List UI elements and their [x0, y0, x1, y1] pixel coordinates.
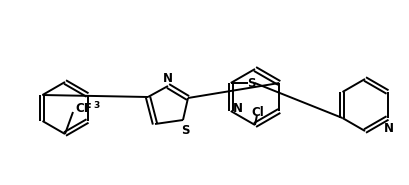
- Text: S: S: [247, 77, 256, 90]
- Text: S: S: [181, 124, 189, 137]
- Text: N: N: [233, 102, 243, 115]
- Text: N: N: [384, 122, 393, 134]
- Text: 3: 3: [93, 100, 99, 110]
- Text: CF: CF: [76, 102, 92, 115]
- Text: N: N: [163, 71, 173, 85]
- Text: Cl: Cl: [252, 105, 264, 119]
